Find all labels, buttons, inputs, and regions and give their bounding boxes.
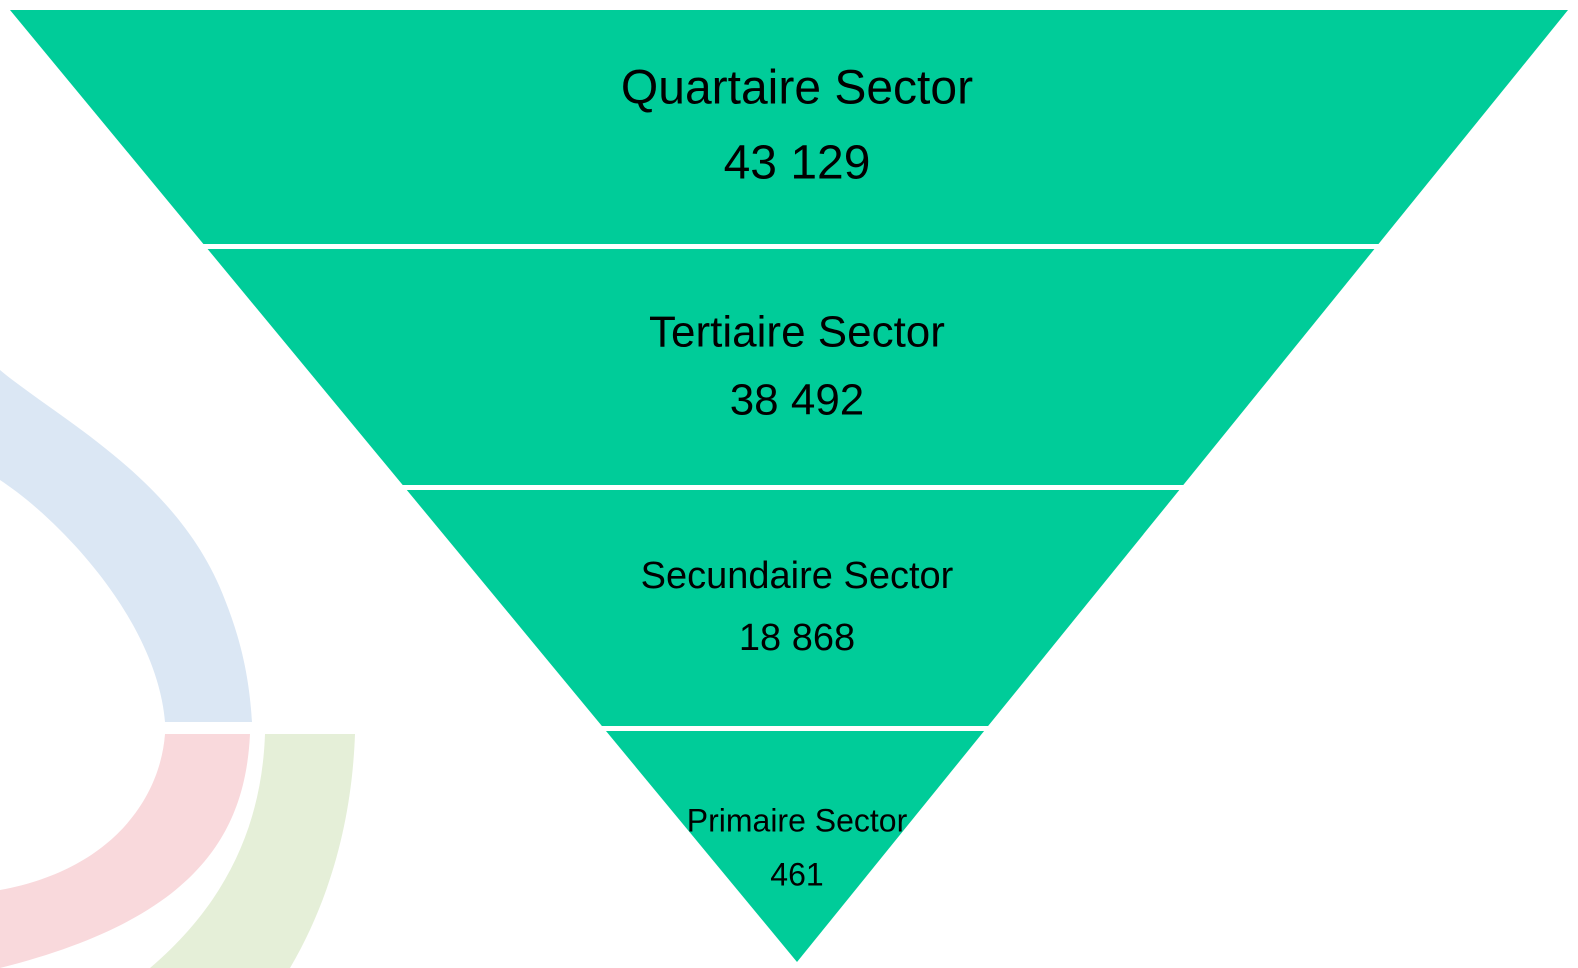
level-value: 43 129	[724, 137, 871, 190]
level-label: Secundaire Sector	[641, 555, 954, 597]
level-value: 461	[770, 856, 823, 892]
green-arc	[150, 734, 355, 968]
labels: Quartaire Sector 43 129 Tertiaire Sector…	[621, 62, 973, 893]
pink-arc	[0, 734, 250, 968]
blue-arc	[0, 370, 252, 722]
level-shape	[406, 490, 1180, 726]
background-decoration	[0, 370, 355, 968]
level-label: Tertiaire Sector	[649, 308, 945, 357]
level-shape	[207, 249, 1375, 485]
level-value: 38 492	[730, 376, 865, 425]
level-shape	[10, 10, 1568, 244]
level-label: Primaire Sector	[687, 802, 908, 838]
level-label: Quartaire Sector	[621, 62, 973, 115]
level-shape	[606, 731, 985, 962]
pyramid	[10, 10, 1568, 962]
level-value: 18 868	[739, 617, 855, 659]
